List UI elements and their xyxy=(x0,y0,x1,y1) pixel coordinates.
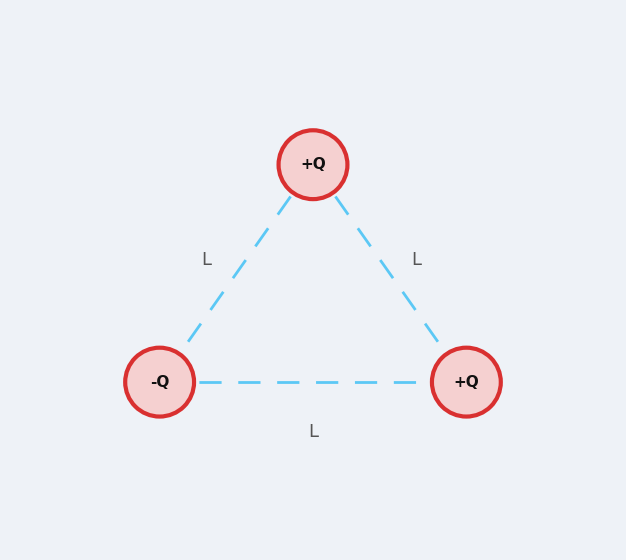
Text: -Q: -Q xyxy=(150,375,169,390)
Text: L: L xyxy=(308,423,318,441)
Ellipse shape xyxy=(432,348,501,417)
Text: +Q: +Q xyxy=(300,157,326,172)
Ellipse shape xyxy=(125,348,194,417)
Text: L: L xyxy=(411,251,421,269)
Ellipse shape xyxy=(279,130,347,199)
Text: +Q: +Q xyxy=(453,375,480,390)
Text: L: L xyxy=(202,251,212,269)
